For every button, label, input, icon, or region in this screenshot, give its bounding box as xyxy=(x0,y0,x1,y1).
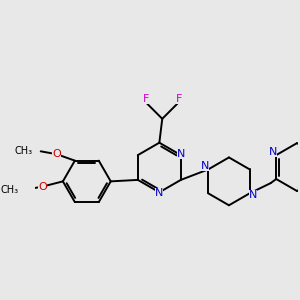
Text: N: N xyxy=(177,149,185,159)
Text: O: O xyxy=(52,149,61,159)
Text: CH₃: CH₃ xyxy=(0,184,18,194)
Text: F: F xyxy=(176,94,182,104)
Text: N: N xyxy=(249,190,257,200)
Text: N: N xyxy=(200,161,209,171)
Text: F: F xyxy=(142,94,149,104)
Text: O: O xyxy=(38,182,47,192)
Text: N: N xyxy=(269,147,278,157)
Text: N: N xyxy=(154,188,163,199)
Text: CH₃: CH₃ xyxy=(14,146,32,156)
